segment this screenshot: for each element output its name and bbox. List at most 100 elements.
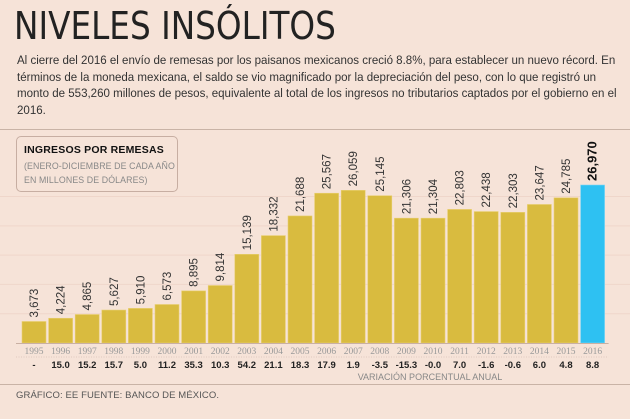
bar-2012 xyxy=(473,211,499,344)
year-label-2016: 2016 xyxy=(583,347,602,357)
variation-labels: - 15.0 15.2 15.7 5.0 11.2 35.3 10.3 54.2 21.1 18.3… xyxy=(32,360,599,370)
variation-label-2010: -0.0 xyxy=(425,360,441,370)
bar-1998 xyxy=(101,309,127,344)
legend-subtitle-line1: (ENERO-DICIEMBRE DE CADA AÑO xyxy=(24,161,175,171)
source-credit: GRÁFICO: EE FUENTE: BANCO DE MÉXICO. xyxy=(16,390,220,401)
year-label-1997: 1997 xyxy=(78,347,97,357)
value-label-1997: 4,865 xyxy=(82,282,94,311)
value-label-1995: 3,673 xyxy=(29,289,41,318)
value-labels: 3,673 4,224 4,865 5,627 5,910 6,573 8,895 9,814… xyxy=(29,141,600,317)
bar-1996 xyxy=(48,317,73,344)
year-label-2009: 2009 xyxy=(397,347,416,357)
bar-2002 xyxy=(207,285,233,344)
value-label-1998: 5,627 xyxy=(109,277,121,306)
bar-2013 xyxy=(500,212,526,344)
bar-chart: 3,673 4,224 4,865 5,627 5,910 6,573 8,895 9,814… xyxy=(0,141,630,370)
variation-label-1995: - xyxy=(32,360,35,370)
value-label-2004: 18,332 xyxy=(268,196,280,231)
bar-2001 xyxy=(181,290,206,344)
value-label-2002: 9,814 xyxy=(215,252,227,281)
year-labels: 1995 1996 1997 1998 1999 2000 2001 2002 2003 2004… xyxy=(25,347,603,357)
bar-1999 xyxy=(128,308,153,344)
variation-label-2008: -3.5 xyxy=(372,360,389,370)
year-label-2010: 2010 xyxy=(424,347,443,357)
value-label-2008: 25,145 xyxy=(375,157,387,192)
variation-label-1997: 15.2 xyxy=(78,360,97,370)
bar-2008 xyxy=(367,195,393,344)
variation-label-2013: -0.6 xyxy=(505,360,521,370)
top-divider xyxy=(0,129,630,130)
variation-label-2001: 35.3 xyxy=(184,360,203,370)
value-label-1996: 4,224 xyxy=(56,285,68,314)
value-label-2001: 8,895 xyxy=(189,258,201,287)
bar-2015 xyxy=(553,197,579,344)
year-label-2003: 2003 xyxy=(237,347,256,357)
value-label-2011: 22,803 xyxy=(455,170,467,205)
value-label-2012: 22,438 xyxy=(481,172,493,207)
year-label-2008: 2008 xyxy=(370,347,389,357)
bar-2000 xyxy=(154,304,180,344)
value-label-2010: 21,304 xyxy=(428,178,440,214)
variation-label-2012: -1.6 xyxy=(478,360,494,370)
variation-label-2004: 21.1 xyxy=(264,360,283,370)
year-label-1995: 1995 xyxy=(25,347,44,357)
bottom-divider xyxy=(0,384,630,385)
bar-2016 xyxy=(580,184,605,344)
value-label-2006: 25,567 xyxy=(322,154,334,189)
year-label-2007: 2007 xyxy=(344,347,363,357)
bar-2006 xyxy=(314,192,339,344)
bar-2010 xyxy=(420,217,446,344)
year-label-2005: 2005 xyxy=(291,347,310,357)
bar-2004 xyxy=(261,235,286,344)
variation-label-2006: 17.9 xyxy=(317,360,336,370)
year-label-2004: 2004 xyxy=(264,347,283,357)
year-label-2012: 2012 xyxy=(477,347,496,357)
bar-1997 xyxy=(74,314,100,344)
variation-label-2007: 1.9 xyxy=(347,360,360,370)
bar-2007 xyxy=(340,190,366,344)
bar-2005 xyxy=(287,215,313,344)
variation-label-2009: -15.3 xyxy=(396,360,418,370)
value-label-2014: 23,647 xyxy=(534,165,546,200)
value-label-2013: 22,303 xyxy=(508,173,520,208)
value-label-1999: 5,910 xyxy=(135,276,147,305)
legend-box: INGRESOS POR REMESAS (ENERO-DICIEMBRE DE… xyxy=(16,136,178,192)
value-label-2000: 6,573 xyxy=(162,272,174,301)
legend-title: INGRESOS POR REMESAS xyxy=(24,144,164,156)
bar-1995 xyxy=(21,321,47,344)
variation-label-2002: 10.3 xyxy=(211,360,230,370)
variation-label-1998: 15.7 xyxy=(105,360,124,370)
variation-label-2000: 11.2 xyxy=(158,360,176,370)
year-label-2001: 2001 xyxy=(184,347,203,357)
variation-label-2011: 7.0 xyxy=(453,360,466,370)
variation-label-2003: 54.2 xyxy=(238,360,257,370)
variation-row-label: VARIACIÓN PORCENTUAL ANUAL xyxy=(357,372,503,382)
bar-2003 xyxy=(234,254,260,344)
bar-2014 xyxy=(527,204,552,344)
variation-label-2016: 8.8 xyxy=(586,360,599,370)
bars xyxy=(21,184,605,344)
value-label-2016: 26,970 xyxy=(585,141,600,181)
page-title: NIVELES INSÓLITOS xyxy=(14,4,336,48)
year-label-2000: 2000 xyxy=(158,347,177,357)
intro-paragraph: Al cierre del 2016 el envío de remesas p… xyxy=(17,53,617,117)
year-label-2002: 2002 xyxy=(211,347,230,357)
variation-label-1999: 5.0 xyxy=(134,360,147,370)
year-label-1996: 1996 xyxy=(51,347,70,357)
bar-2009 xyxy=(394,217,419,344)
year-label-1999: 1999 xyxy=(131,347,150,357)
year-label-2006: 2006 xyxy=(317,347,336,357)
variation-label-1996: 15.0 xyxy=(51,360,70,370)
value-label-2015: 24,785 xyxy=(561,159,573,194)
bar-2011 xyxy=(447,209,472,344)
year-label-2013: 2013 xyxy=(503,347,522,357)
legend-subtitle-line2: EN MILLONES DE DÓLARES) xyxy=(24,175,148,185)
value-label-2005: 21,688 xyxy=(295,177,307,212)
variation-label-2014: 6.0 xyxy=(533,360,546,370)
year-label-1998: 1998 xyxy=(104,347,123,357)
year-label-2014: 2014 xyxy=(530,347,549,357)
value-label-2009: 21,306 xyxy=(401,179,413,214)
value-label-2007: 26,059 xyxy=(348,151,360,186)
value-label-2003: 15,139 xyxy=(242,215,254,250)
year-label-2015: 2015 xyxy=(557,347,576,357)
